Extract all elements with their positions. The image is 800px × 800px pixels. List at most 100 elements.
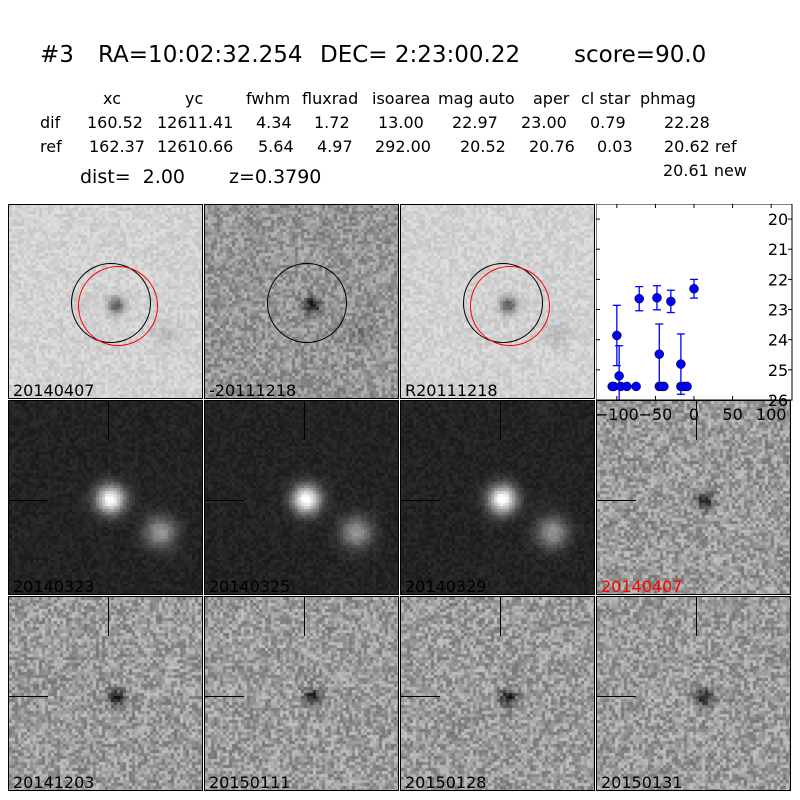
crosshair-horizontal — [9, 696, 48, 697]
x-tick-label: 0 — [689, 405, 699, 424]
image-stamp: 20150128 — [400, 596, 595, 791]
image-stamp: 20141203 — [8, 596, 203, 791]
stamp-date-label: R20111218 — [405, 381, 498, 399]
crosshair-horizontal — [597, 500, 636, 501]
table-cell: 162.37 — [89, 137, 145, 156]
table-cell: 0.79 — [590, 113, 626, 132]
table-cell: 20.52 — [460, 137, 506, 156]
x-tick-label: −50 — [639, 405, 673, 424]
new-phmag: 20.61 new — [663, 161, 747, 180]
crosshair-vertical — [696, 401, 697, 440]
table-cell: 22.28 — [664, 113, 710, 132]
table-cell: 12610.66 — [157, 137, 234, 156]
table-cell: 20.62 ref — [664, 137, 737, 156]
score: score=90.0 — [574, 42, 707, 68]
image-stamp: -20111218 — [204, 204, 399, 399]
light-curve-plot: 20 21 22 23 24 25 26 −100 −50 0 50 100 — [596, 204, 793, 424]
plot-background — [596, 204, 792, 400]
stamp-date-label: 20140329 — [405, 577, 487, 595]
table-cell: 0.03 — [597, 137, 633, 156]
y-tick-label: 21 — [768, 240, 788, 259]
crosshair-vertical — [108, 597, 109, 636]
data-point — [666, 296, 676, 307]
stamp-date-label: 20150131 — [601, 773, 683, 791]
table-cell: 22.97 — [452, 113, 498, 132]
image-stamp: 20140329 — [400, 400, 595, 595]
y-tick-label: 25 — [768, 361, 788, 380]
y-tick-label: 22 — [768, 270, 788, 289]
column-header: fwhm — [246, 89, 291, 108]
crosshair-vertical — [696, 597, 697, 636]
dec-coordinate: DEC= 2:23:00.22 — [320, 42, 521, 68]
y-tick-label: 26 — [768, 391, 788, 410]
stamp-date-label: 20140323 — [13, 577, 95, 595]
crosshair-horizontal — [401, 500, 440, 501]
x-tick-label: 50 — [722, 405, 742, 424]
stamp-date-label: 20150111 — [209, 773, 291, 791]
stamp-date-label: 20141203 — [13, 773, 95, 791]
ra-coordinate: RA=10:02:32.254 — [98, 42, 303, 68]
crosshair-horizontal — [205, 696, 244, 697]
image-stamp: R20111218 — [400, 204, 595, 399]
candidate-id: #3 — [40, 42, 74, 68]
data-point — [676, 359, 686, 369]
table-cell: 23.00 — [521, 113, 567, 132]
new-aperture-circle — [470, 266, 550, 346]
data-point — [654, 349, 665, 359]
crosshair-vertical — [500, 401, 501, 440]
stamp-date-label: 20150128 — [405, 773, 487, 791]
crosshair-horizontal — [401, 696, 440, 697]
table-cell: 4.97 — [317, 137, 353, 156]
data-point — [659, 381, 669, 392]
table-cell: 292.00 — [375, 137, 431, 156]
stamp-date-label: 20140407 — [13, 381, 95, 399]
crosshair-vertical — [108, 401, 109, 440]
data-point — [634, 293, 644, 304]
crosshair-horizontal — [597, 696, 636, 697]
crosshair-vertical — [500, 597, 501, 636]
stamp-date-label: 20140407 — [601, 577, 683, 595]
y-tick-label: 24 — [768, 331, 788, 350]
image-stamp: 20150111 — [204, 596, 399, 791]
data-point — [614, 371, 624, 381]
column-header: fluxrad — [302, 89, 359, 108]
table-cell: 4.34 — [256, 113, 292, 132]
reference-aperture-circle — [267, 263, 347, 343]
image-stamp: 20140323 — [8, 400, 203, 595]
column-header: xc — [103, 89, 121, 108]
x-tick-label: −100 — [596, 405, 639, 424]
y-tick-label: 23 — [768, 301, 788, 320]
column-header: isoarea — [372, 89, 431, 108]
image-stamp: 20150131 — [596, 596, 791, 791]
crosshair-horizontal — [205, 500, 244, 501]
data-point — [652, 293, 662, 303]
column-header: aper — [533, 89, 570, 108]
image-stamp: 20140407 — [8, 204, 203, 399]
data-point — [622, 381, 632, 392]
column-header: yc — [185, 89, 204, 108]
column-header: phmag — [640, 89, 696, 108]
table-cell: 12611.41 — [157, 113, 234, 132]
crosshair-vertical — [304, 597, 305, 636]
row-label: ref — [40, 137, 62, 156]
table-cell: 5.64 — [258, 137, 294, 156]
image-stamp: 20140407 — [596, 400, 791, 595]
column-header: mag auto — [438, 89, 515, 108]
image-stamp: 20140325 — [204, 400, 399, 595]
table-cell: 13.00 — [378, 113, 424, 132]
table-cell: 1.72 — [314, 113, 350, 132]
x-tick-label: 100 — [756, 405, 787, 424]
data-point — [682, 381, 692, 392]
table-cell: 160.52 — [87, 113, 143, 132]
y-tick-label: 20 — [768, 210, 788, 229]
new-aperture-circle — [78, 266, 158, 346]
stamp-date-label: -20111218 — [209, 381, 297, 399]
table-cell: 20.76 — [529, 137, 575, 156]
redshift: z=0.3790 — [229, 166, 322, 188]
crosshair-horizontal — [9, 500, 48, 501]
row-label: dif — [40, 113, 61, 132]
stamp-date-label: 20140325 — [209, 577, 291, 595]
data-point — [689, 283, 699, 294]
data-point — [631, 381, 641, 392]
